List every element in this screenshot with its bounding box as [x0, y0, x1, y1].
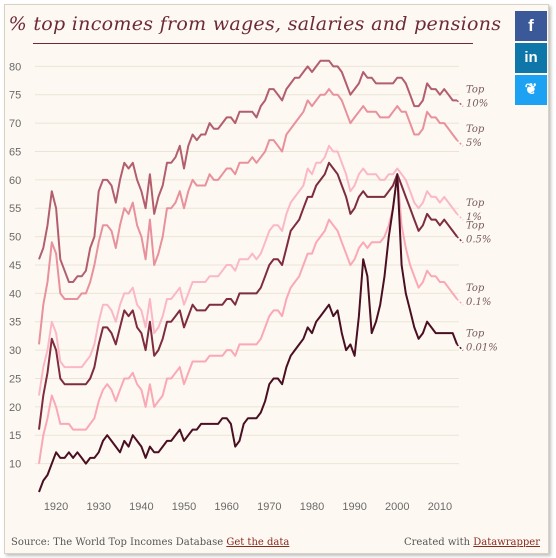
twitter-bird-icon: ❦: [524, 81, 538, 98]
series-label-leader: [456, 99, 464, 107]
y-axis-ticks: 10 15 20 25 30 35 40 45 50 55 60 65 70 75 80: [9, 61, 21, 470]
series-label: Top: [466, 283, 485, 294]
y-tick-label: 55: [9, 203, 21, 215]
chart-title: % top incomes from wages, salaries and p…: [8, 13, 502, 35]
y-tick-label: 50: [9, 232, 21, 244]
x-tick-label: 1970: [257, 501, 281, 513]
y-tick-label: 60: [9, 175, 21, 187]
x-tick-label: 1930: [86, 501, 110, 513]
series-line: [38, 173, 458, 464]
y-tick-label: 35: [9, 317, 21, 329]
source-text: Source: The World Top Incomes Database: [11, 537, 224, 548]
x-tick-label: 1990: [342, 501, 366, 513]
series-label-leader: [456, 343, 464, 351]
series-label: 0.01%: [466, 342, 498, 353]
series-label-leader: [456, 213, 464, 221]
y-tick-label: 20: [9, 402, 21, 414]
series-label: Top: [466, 198, 485, 209]
get-data-link[interactable]: Get the data: [226, 537, 290, 548]
credit-text: Created with: [404, 537, 471, 548]
y-tick-label: 10: [9, 459, 21, 471]
gridlines: [35, 65, 459, 465]
y-tick-label: 75: [9, 90, 21, 102]
series-label: 5%: [466, 138, 482, 149]
y-tick-label: 70: [9, 118, 21, 130]
y-tick-label: 45: [9, 260, 21, 272]
series-label: 1%: [466, 212, 482, 223]
series-label: Top: [466, 124, 485, 135]
credit-note: Created with Datawrapper: [404, 537, 540, 548]
series-lines: [38, 59, 464, 493]
series-label-leader: [456, 298, 464, 306]
series-label-leader: [456, 139, 464, 147]
source-note: Source: The World Top Incomes Database G…: [11, 537, 289, 548]
x-tick-label: 1960: [214, 501, 238, 513]
y-tick-label: 65: [9, 146, 21, 158]
y-tick-label: 30: [9, 345, 21, 357]
series-label: Top: [466, 84, 485, 95]
series-label-leader: [456, 236, 464, 244]
series-label: 0.5%: [466, 235, 491, 246]
series-line: [38, 88, 458, 345]
series-label: 10%: [466, 98, 488, 109]
datawrapper-link[interactable]: Datawrapper: [473, 537, 540, 548]
title-underline: [33, 43, 473, 44]
x-tick-label: 1950: [172, 501, 196, 513]
x-tick-label: 1920: [44, 501, 68, 513]
series-line: [38, 173, 458, 493]
linkedin-share-button[interactable]: in: [515, 43, 547, 73]
x-tick-label: 2000: [385, 501, 409, 513]
series-line: [38, 59, 457, 283]
x-axis-ticks: 1920 1930 1940 1950 1960 1970 1980 1990 2000 2010: [44, 501, 452, 513]
series-label: Top: [466, 221, 485, 232]
twitter-share-button[interactable]: ❦: [515, 75, 547, 105]
series-line: [38, 144, 458, 396]
series-label: 0.1%: [466, 297, 491, 308]
x-tick-label: 1940: [129, 501, 153, 513]
series-label: Top: [466, 328, 485, 339]
y-tick-label: 15: [9, 430, 21, 442]
x-tick-label: 2010: [428, 501, 452, 513]
y-tick-label: 80: [9, 61, 21, 73]
y-tick-label: 25: [9, 373, 21, 385]
series-line: [38, 161, 458, 430]
facebook-share-button[interactable]: f: [515, 11, 547, 41]
chart-card: % top incomes from wages, salaries and p…: [4, 4, 549, 554]
y-tick-label: 40: [9, 288, 21, 300]
x-tick-label: 1980: [300, 501, 324, 513]
